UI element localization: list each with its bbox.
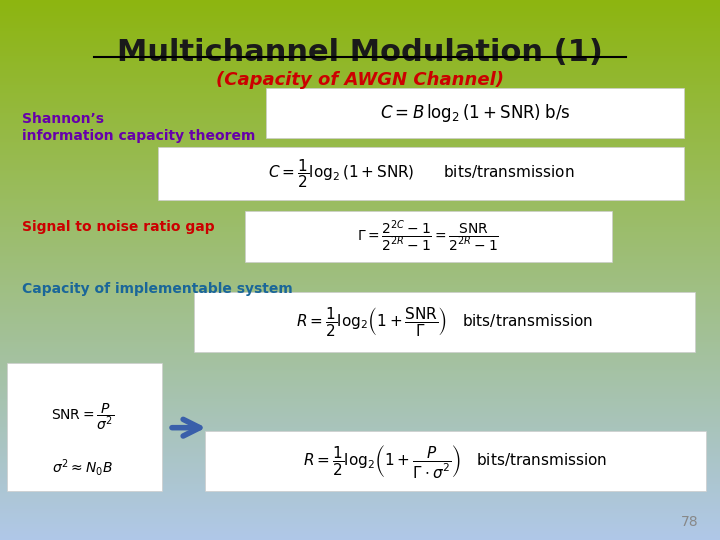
FancyBboxPatch shape: [158, 147, 684, 200]
FancyBboxPatch shape: [245, 211, 612, 262]
Text: $R = \dfrac{1}{2}\log_2\!\left(1 + \dfrac{P}{\Gamma\cdot\sigma^2}\right) \quad \: $R = \dfrac{1}{2}\log_2\!\left(1 + \dfra…: [303, 443, 608, 480]
Text: $C = B\,\log_2(1 + \mathrm{SNR})\;\mathrm{b/s}$: $C = B\,\log_2(1 + \mathrm{SNR})\;\mathr…: [380, 102, 570, 124]
Text: Shannon’s
information capacity theorem: Shannon’s information capacity theorem: [22, 112, 255, 143]
Text: Capacity of implementable system: Capacity of implementable system: [22, 282, 292, 296]
Text: $R = \dfrac{1}{2}\log_2\!\left(1 + \dfrac{\mathrm{SNR}}{\Gamma}\right) \quad \ma: $R = \dfrac{1}{2}\log_2\!\left(1 + \dfra…: [296, 305, 593, 339]
Text: Multichannel Modulation (1): Multichannel Modulation (1): [117, 38, 603, 67]
FancyBboxPatch shape: [194, 292, 695, 352]
Text: Signal to noise ratio gap: Signal to noise ratio gap: [22, 220, 215, 234]
Text: $\mathrm{SNR} = \dfrac{P}{\sigma^2}$: $\mathrm{SNR} = \dfrac{P}{\sigma^2}$: [51, 401, 114, 433]
FancyBboxPatch shape: [205, 431, 706, 491]
Text: (Capacity of AWGN Channel): (Capacity of AWGN Channel): [216, 71, 504, 89]
Text: $C = \dfrac{1}{2}\log_2(1 + \mathrm{SNR}) \qquad \mathrm{bits/transmission}$: $C = \dfrac{1}{2}\log_2(1 + \mathrm{SNR}…: [268, 157, 575, 190]
FancyBboxPatch shape: [7, 363, 162, 491]
Text: $\Gamma = \dfrac{2^{2C}-1}{2^{2R}-1} = \dfrac{\mathrm{SNR}}{2^{2R}-1}$: $\Gamma = \dfrac{2^{2C}-1}{2^{2R}-1} = \…: [357, 219, 500, 254]
Text: $\sigma^2 \approx N_0 B$: $\sigma^2 \approx N_0 B$: [53, 457, 113, 477]
FancyBboxPatch shape: [266, 88, 684, 138]
Text: 78: 78: [681, 515, 698, 529]
